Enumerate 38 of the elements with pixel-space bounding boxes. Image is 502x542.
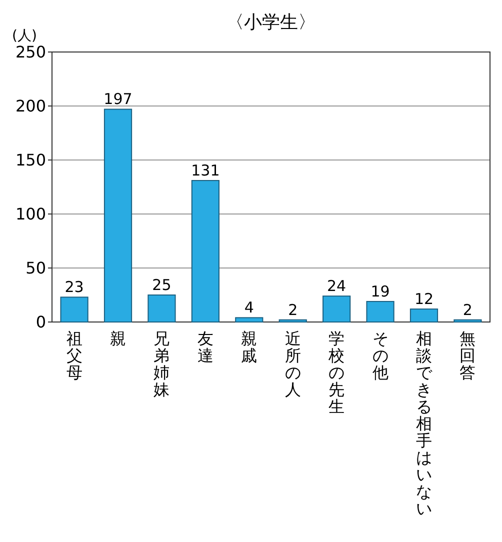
- data-label: 24: [327, 277, 346, 296]
- x-tick-label: 親: [110, 329, 126, 348]
- y-tick-label: 0: [36, 312, 46, 332]
- x-tick-label: 無回答: [460, 329, 476, 382]
- data-label: 2: [462, 300, 472, 319]
- bar: [104, 108, 132, 322]
- data-label: 4: [244, 298, 254, 317]
- x-tick-label: 親戚: [241, 329, 258, 365]
- y-tick-label: 200: [15, 96, 46, 116]
- data-label: 25: [152, 276, 172, 294]
- data-label: 131: [191, 162, 220, 180]
- bar: [191, 180, 220, 322]
- x-tick-label: 友達: [197, 329, 214, 365]
- y-axis-title: (人): [12, 28, 37, 44]
- data-label: 23: [64, 278, 84, 296]
- y-tick-label: 50: [26, 258, 46, 278]
- bar: [366, 300, 394, 322]
- x-tick-label: 祖父母: [66, 329, 82, 382]
- x-tick-label: その他: [372, 329, 388, 382]
- bar: [322, 296, 351, 322]
- bar: [235, 317, 264, 322]
- category-label: 相談できる相手はいない: [416, 329, 432, 518]
- data-label: 12: [414, 290, 434, 308]
- x-tick-label: 兄弟姉妹: [154, 329, 170, 399]
- y-tick-label: 250: [15, 42, 46, 62]
- data-label: 2: [288, 300, 298, 319]
- bar: [454, 319, 482, 322]
- bar: [278, 319, 307, 322]
- x-tick-label: 近所の人: [284, 329, 301, 399]
- data-label: 197: [104, 90, 132, 108]
- bar: [148, 294, 176, 322]
- bar: [60, 296, 88, 322]
- y-tick-label: 100: [15, 204, 46, 224]
- data-label: 19: [370, 282, 390, 300]
- bar: [410, 308, 438, 322]
- chart-title: 〈小学生〉: [226, 12, 316, 33]
- y-tick-label: 150: [15, 150, 46, 170]
- x-tick-label: 学校の先生: [328, 329, 345, 416]
